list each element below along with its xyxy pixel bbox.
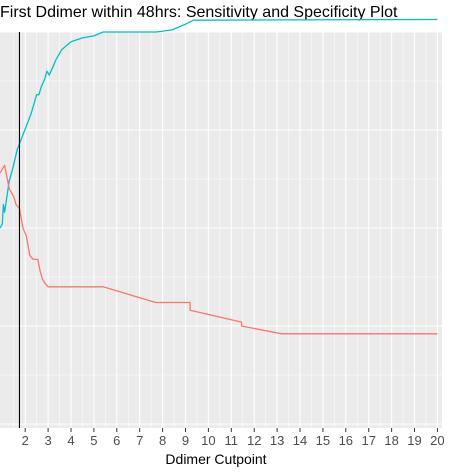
x-tick-label: 2	[22, 433, 29, 448]
x-tick-label: 7	[136, 433, 143, 448]
series-layer	[0, 18, 438, 335]
x-tick-label: 19	[407, 433, 421, 448]
x-tick-label: 4	[67, 433, 74, 448]
x-tick-label: 15	[316, 433, 330, 448]
x-tick-label: 12	[247, 433, 261, 448]
x-tick-label: 10	[201, 433, 215, 448]
x-tick-label: 13	[270, 433, 284, 448]
x-tick-label: 11	[225, 433, 239, 448]
x-tick-label: 20	[430, 433, 444, 448]
x-tick-label: 17	[361, 433, 375, 448]
x-tick-label: 8	[159, 433, 166, 448]
x-axis-title: Ddimer Cutpoint	[165, 451, 266, 467]
x-tick-label: 18	[384, 433, 398, 448]
x-tick-label: 6	[113, 433, 120, 448]
plot-panel	[0, 32, 442, 428]
x-tick-label: 16	[339, 433, 353, 448]
grid-lines	[0, 31, 442, 428]
x-tick-label: 9	[182, 433, 189, 448]
x-tick-label: 3	[44, 433, 51, 448]
x-axis: 2 3 4 5 6 7 8 9 10 11 12 13 14 15 16 17 18 19 20	[22, 428, 445, 448]
x-tick-label: 5	[90, 433, 97, 448]
x-tick-label: 14	[293, 433, 307, 448]
salmon-series-line	[0, 164, 438, 335]
chart-title: First Ddimer within 48hrs: Sensitivity a…	[0, 4, 398, 21]
